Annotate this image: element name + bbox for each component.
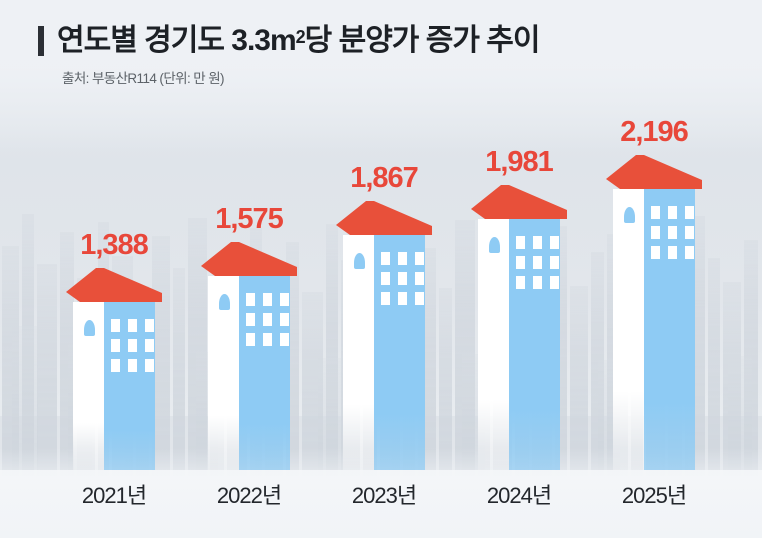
window-icon bbox=[651, 206, 660, 219]
title-accent-bar bbox=[38, 26, 44, 56]
axis-label-2024년: 2024년 bbox=[486, 483, 552, 508]
building-white-section bbox=[478, 219, 509, 470]
source-subtitle: 출처: 부동산R114 (단위: 만 원) bbox=[62, 71, 225, 86]
roof-icon bbox=[471, 185, 567, 219]
window-icon bbox=[381, 292, 390, 305]
window-icon bbox=[263, 333, 272, 346]
window-icon bbox=[263, 313, 272, 326]
window-icon bbox=[533, 276, 542, 289]
window-grid-icon bbox=[111, 319, 154, 372]
arched-window-icon bbox=[83, 320, 95, 336]
window-icon bbox=[263, 293, 272, 306]
window-icon bbox=[145, 359, 154, 372]
bar-value-label: 1,575 bbox=[215, 203, 284, 235]
window-icon bbox=[145, 339, 154, 352]
window-icon bbox=[415, 272, 424, 285]
background-haze-top bbox=[0, 0, 762, 150]
page-title-main: 연도별 경기도 3.3m bbox=[57, 24, 297, 57]
window-icon bbox=[111, 319, 120, 332]
window-icon bbox=[280, 313, 289, 326]
window-icon bbox=[415, 292, 424, 305]
window-icon bbox=[128, 339, 137, 352]
window-icon bbox=[246, 333, 255, 346]
window-icon bbox=[398, 272, 407, 285]
window-icon bbox=[550, 236, 559, 249]
page-title: 연도별 경기도 3.3m2당 분양가 증가 추이 bbox=[57, 24, 541, 57]
window-icon bbox=[381, 252, 390, 265]
roof-icon bbox=[606, 155, 702, 189]
building-white-section bbox=[613, 189, 644, 470]
window-icon bbox=[381, 272, 390, 285]
window-grid-icon bbox=[651, 206, 694, 259]
arched-window-icon bbox=[218, 294, 230, 310]
axis-label-2021년: 2021년 bbox=[81, 483, 147, 508]
window-icon bbox=[685, 206, 694, 219]
window-icon bbox=[685, 226, 694, 239]
window-icon bbox=[685, 246, 694, 259]
bar-value-label: 1,981 bbox=[485, 146, 554, 178]
window-icon bbox=[398, 292, 407, 305]
building-white-section bbox=[343, 235, 374, 470]
window-icon bbox=[668, 206, 677, 219]
arched-window-icon bbox=[353, 253, 365, 269]
window-icon bbox=[651, 246, 660, 259]
chart-baseline-band bbox=[0, 470, 762, 538]
window-icon bbox=[280, 333, 289, 346]
window-icon bbox=[246, 293, 255, 306]
window-grid-icon bbox=[246, 293, 289, 346]
window-icon bbox=[145, 319, 154, 332]
window-icon bbox=[516, 236, 525, 249]
building-blue-section bbox=[239, 276, 290, 470]
window-icon bbox=[128, 319, 137, 332]
bar-column[interactable] bbox=[66, 268, 162, 470]
window-icon bbox=[415, 252, 424, 265]
bar-value-label: 2,196 bbox=[620, 116, 689, 148]
window-grid-icon bbox=[381, 252, 424, 305]
axis-label-2025년: 2025년 bbox=[621, 483, 687, 508]
roof-icon bbox=[201, 242, 297, 276]
bar-value-label: 1,388 bbox=[80, 229, 149, 261]
window-icon bbox=[128, 359, 137, 372]
window-icon bbox=[246, 313, 255, 326]
arched-window-icon bbox=[488, 237, 500, 253]
page-title-superscript: 2 bbox=[295, 27, 306, 47]
roof-icon bbox=[336, 201, 432, 235]
bar-column[interactable] bbox=[471, 185, 567, 470]
window-icon bbox=[111, 339, 120, 352]
window-icon bbox=[280, 293, 289, 306]
title-row: 연도별 경기도 3.3m2당 분양가 증가 추이 bbox=[38, 26, 762, 56]
window-icon bbox=[398, 252, 407, 265]
axis-label-2022년: 2022년 bbox=[216, 483, 282, 508]
window-icon bbox=[550, 256, 559, 269]
bar-column[interactable] bbox=[201, 242, 297, 470]
window-icon bbox=[516, 276, 525, 289]
window-icon bbox=[668, 226, 677, 239]
building-body bbox=[208, 276, 290, 470]
window-icon bbox=[668, 246, 677, 259]
window-icon bbox=[651, 226, 660, 239]
window-icon bbox=[533, 236, 542, 249]
window-grid-icon bbox=[516, 236, 559, 289]
header: 연도별 경기도 3.3m2당 분양가 증가 추이 출처: 부동산R114 (단위… bbox=[0, 0, 762, 87]
bar-column[interactable] bbox=[336, 201, 432, 470]
arched-window-icon bbox=[623, 207, 635, 223]
window-icon bbox=[516, 256, 525, 269]
window-icon bbox=[111, 359, 120, 372]
bar-value-label: 1,867 bbox=[350, 162, 419, 194]
page-title-tail: 당 분양가 증가 추이 bbox=[304, 24, 541, 57]
window-icon bbox=[533, 256, 542, 269]
window-icon bbox=[550, 276, 559, 289]
roof-icon bbox=[66, 268, 162, 302]
bar-column[interactable] bbox=[606, 155, 702, 470]
axis-label-2023년: 2023년 bbox=[351, 483, 417, 508]
